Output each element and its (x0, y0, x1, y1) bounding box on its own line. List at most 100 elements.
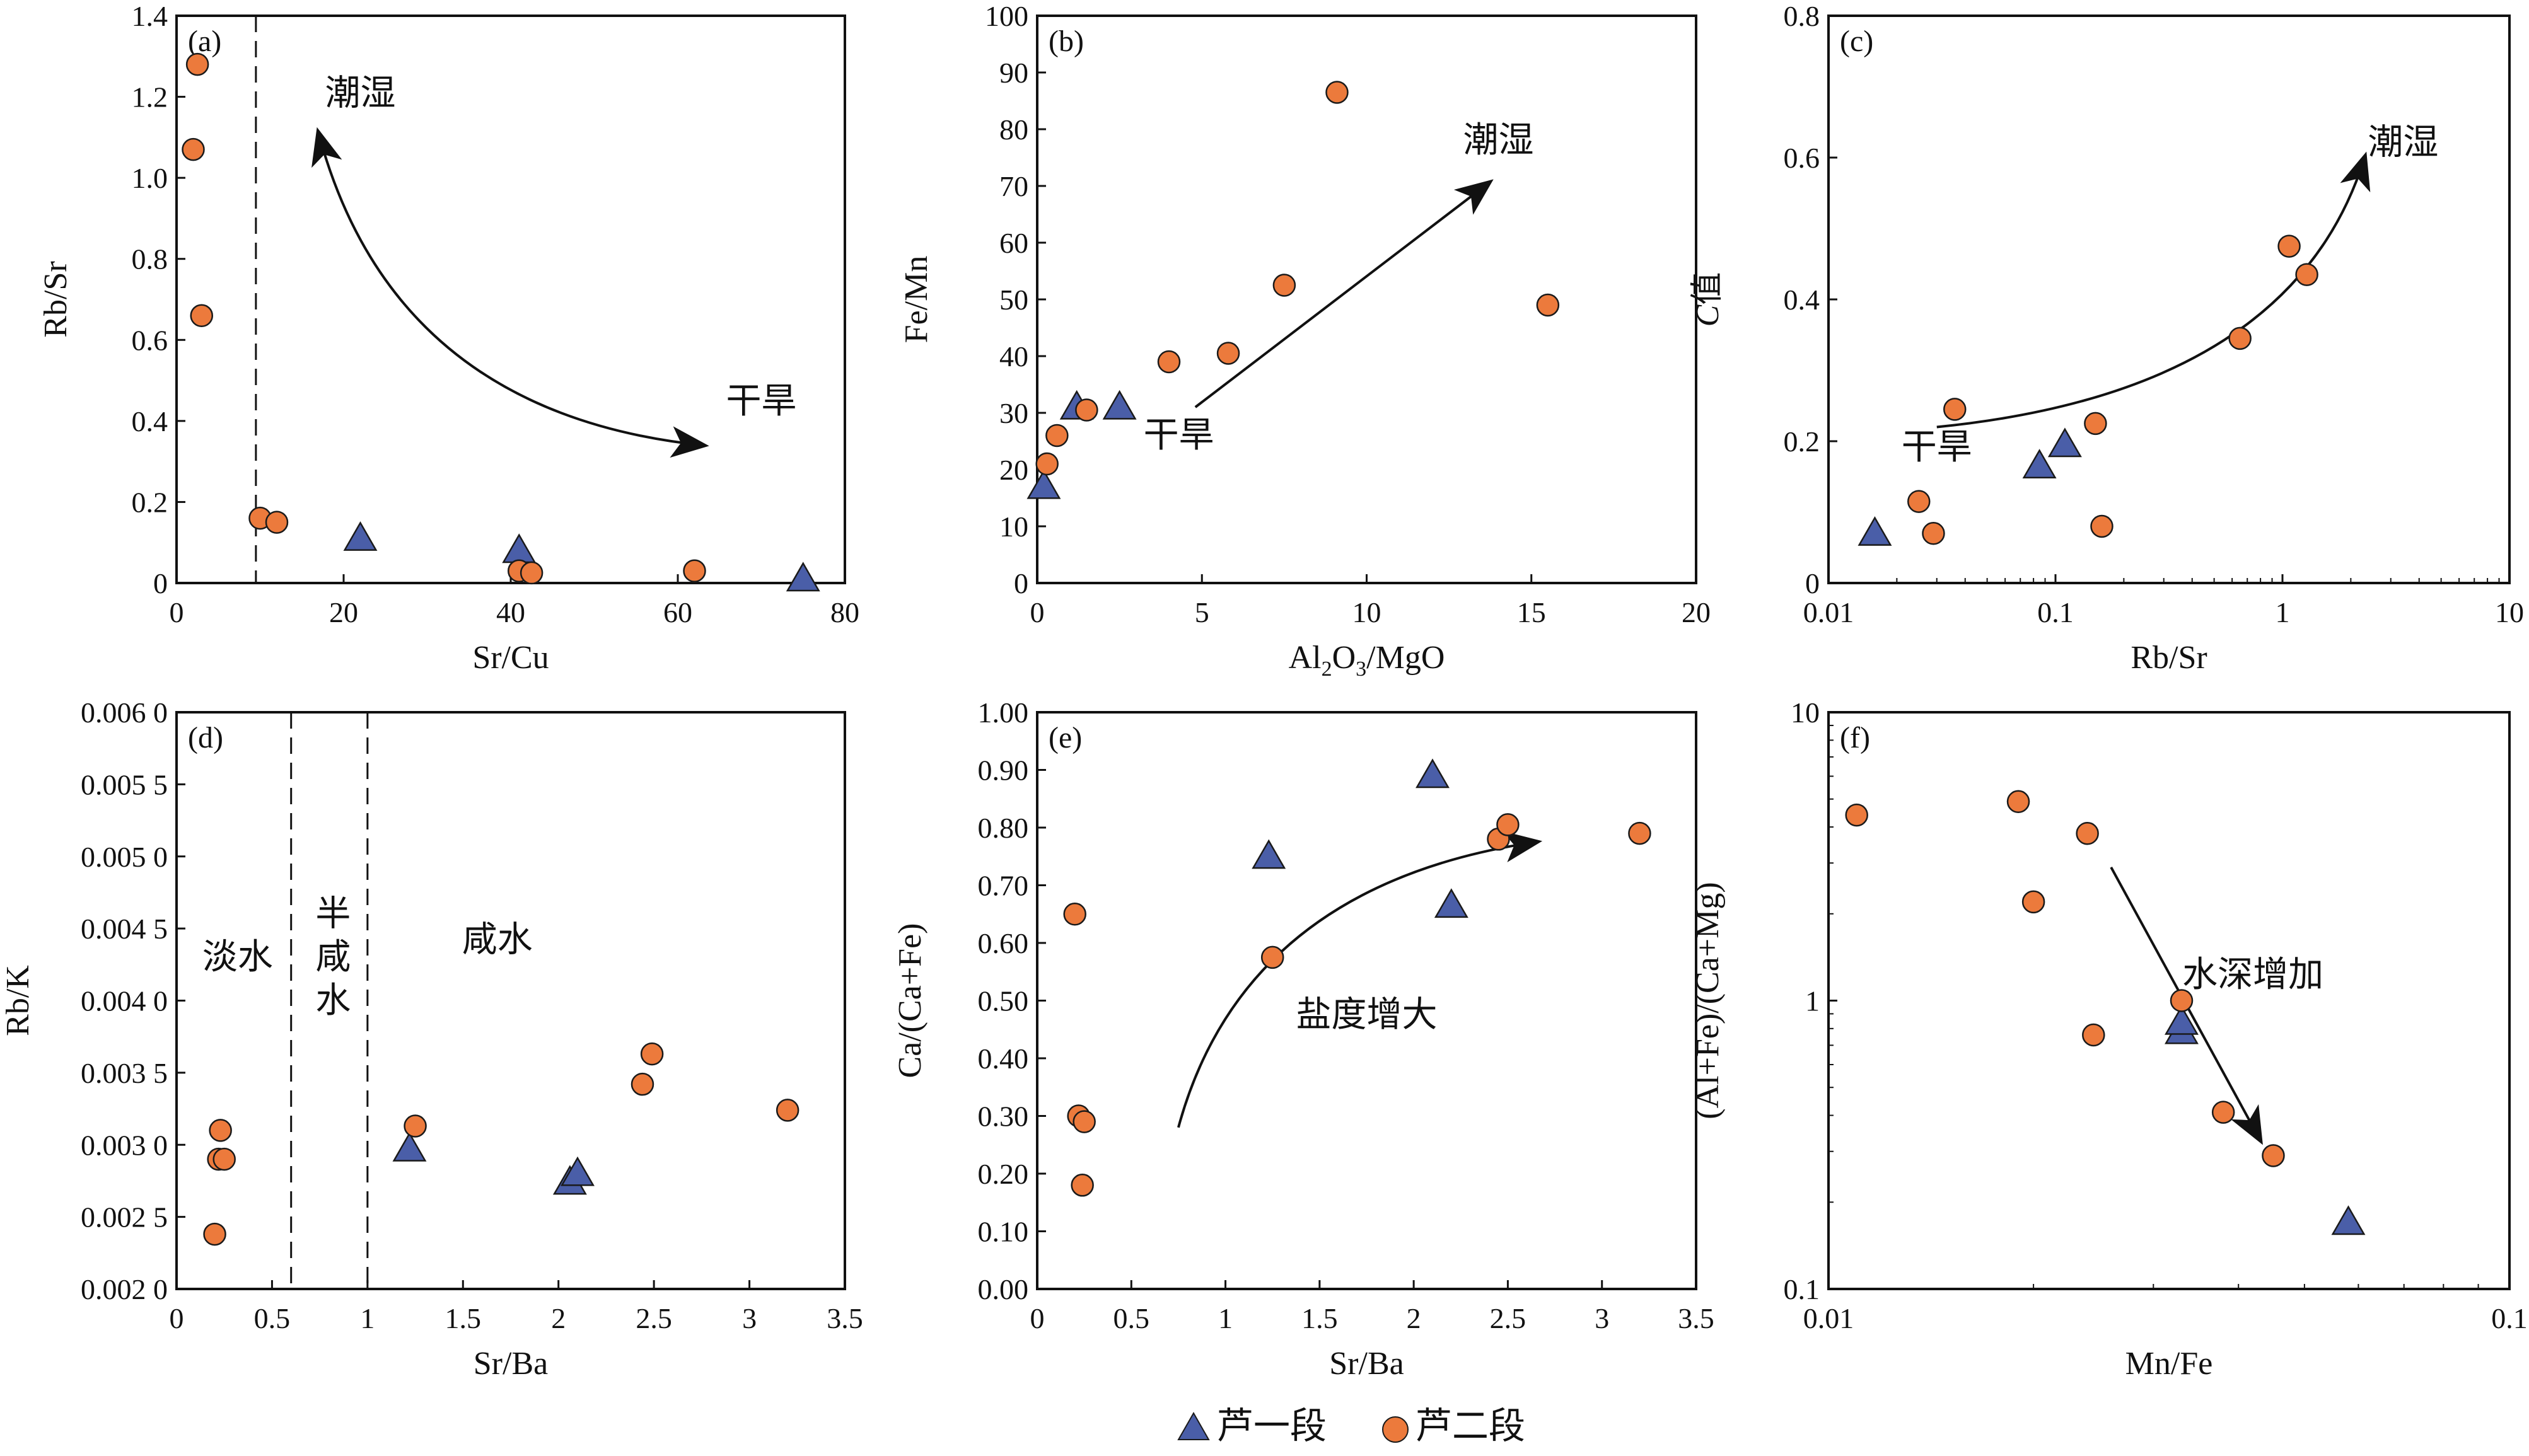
legend-label-s2: 芦二段 (1416, 1404, 1525, 1447)
panel-d: 0 0.5 1 1.5 2 2.5 3 3.5 0.002 0 0.002 5 0.003 0 0.0… (0, 696, 863, 1382)
y-tick-label: 1.4 (132, 0, 168, 32)
panel-e: 0 0.5 1 1.5 2 2.5 3 3.5 0.00 0.10 0.20 0.30 0.40 0.50… (892, 696, 1714, 1382)
x-tick-label: 2 (551, 1302, 566, 1334)
panel-label: (d) (188, 721, 223, 754)
data-point-s2 (1922, 522, 1945, 545)
y-tick-label: 100 (985, 0, 1028, 32)
data-point-s1 (1416, 758, 1450, 789)
y-tick-label: 0.005 5 (81, 768, 168, 800)
x-axis-label: Sr/Ba (1329, 1346, 1404, 1382)
y-tick-label: 0.004 0 (81, 985, 168, 1017)
data-point-s2 (2295, 263, 2318, 286)
data-point-s2 (1063, 903, 1086, 926)
x-tick-label: 20 (1682, 596, 1711, 628)
data-point-s2 (1325, 81, 1349, 104)
data-point-s2 (2021, 890, 2045, 914)
x-tick-label: 20 (329, 596, 358, 628)
data-point-s2 (1035, 452, 1059, 476)
data-point-s1 (1434, 888, 1468, 918)
data-point-s2 (1628, 821, 1651, 845)
y-axis-label: Rb/Sr (38, 261, 74, 337)
y-tick-label: 60 (999, 227, 1028, 259)
data-point-s2 (182, 137, 205, 161)
data-point-s2 (2076, 821, 2099, 845)
y-tick-label: 20 (999, 454, 1028, 486)
y-tick-label: 0.6 (1784, 142, 1820, 174)
data-point-s1 (561, 1156, 595, 1186)
annotation-label: 潮湿 (325, 72, 396, 113)
data-point-s2 (2277, 234, 2301, 258)
panel-label: (e) (1049, 721, 1082, 754)
y-tick-label: 0.8 (132, 243, 168, 275)
x-axis-label: Al2O3/MgO (1289, 640, 1445, 681)
data-point-s1 (786, 562, 820, 592)
legend-marker-s1 (1177, 1411, 1210, 1440)
data-point-s2 (2262, 1144, 2285, 1167)
y-axis-label: Fe/Mn (898, 256, 934, 344)
y-tick-label: 0.4 (1784, 284, 1820, 316)
plot-frame (175, 14, 846, 584)
data-point-s2 (776, 1099, 799, 1122)
legend: 芦一段 芦二段 (1177, 1404, 1525, 1447)
y-tick-label: 50 (999, 284, 1028, 316)
x-tick-label: 1.5 (1301, 1302, 1338, 1334)
y-tick-label: 1.2 (132, 81, 168, 113)
data-point-s2 (1907, 490, 1931, 513)
data-point-s2 (1075, 398, 1098, 422)
annotation-label: 咸 (315, 937, 351, 978)
x-tick-label: 10 (1352, 596, 1381, 628)
data-point-s2 (1536, 293, 1560, 317)
y-tick-label: 90 (999, 57, 1028, 89)
data-point-s2 (2228, 326, 2252, 350)
data-point-s2 (212, 1147, 236, 1171)
y-tick-label: 1.0 (132, 162, 168, 194)
y-axis-label: C值 (1689, 272, 1726, 327)
data-point-s2 (640, 1042, 664, 1066)
x-axis-label: Mn/Fe (2125, 1346, 2213, 1382)
x-tick-label: 0.5 (1113, 1302, 1150, 1334)
annotation-label: 水 (315, 980, 351, 1021)
data-point-s1 (392, 1131, 427, 1162)
x-tick-label: 0.5 (254, 1302, 291, 1334)
x-tick-label: 15 (1517, 596, 1546, 628)
data-point-s1 (1252, 839, 1286, 869)
data-point-s2 (1157, 350, 1181, 374)
data-point-s2 (1216, 342, 1240, 365)
y-tick-label: 0 (1014, 567, 1028, 599)
y-tick-label: 0.003 0 (81, 1129, 168, 1161)
x-tick-label: 2 (1407, 1302, 1421, 1334)
data-point-s1 (1102, 390, 1137, 420)
y-tick-label: 0.50 (978, 985, 1029, 1017)
annotation-label: 潮湿 (1463, 120, 1534, 161)
panel-label: (b) (1049, 25, 1084, 58)
trend-arrow (1194, 179, 1494, 408)
x-tick-label: 1 (1218, 1302, 1233, 1334)
x-tick-label: 1.5 (445, 1302, 482, 1334)
y-tick-label: 0.00 (978, 1273, 1029, 1305)
x-tick-label: 3.5 (827, 1302, 863, 1334)
data-point-s2 (265, 511, 289, 534)
panel-a: 0 20 40 60 80 0 0.2 0.4 0.6 0.8 1.0 1.2 1.4 Sr/Cu Rb/S… (38, 0, 859, 676)
data-point-s2 (190, 304, 213, 327)
y-tick-label: 0.4 (132, 405, 168, 437)
x-axis-label: Sr/Ba (474, 1346, 548, 1382)
y-tick-label: 0.40 (978, 1043, 1029, 1075)
legend-marker-s2 (1382, 1416, 1409, 1443)
y-tick-label: 70 (999, 170, 1028, 202)
x-tick-label: 80 (830, 596, 859, 628)
y-tick-label: 80 (999, 113, 1028, 146)
data-point-s1 (2022, 449, 2057, 479)
x-tick-label: 1 (360, 1302, 375, 1334)
y-tick-label: 0.004 5 (81, 913, 168, 945)
y-tick-label: 0.006 0 (81, 696, 168, 729)
y-tick-label: 0.2 (1784, 425, 1820, 458)
plot-frame (1036, 14, 1697, 584)
trend-arrow (1936, 151, 2371, 429)
annotation-label: 水深增加 (2182, 954, 2323, 995)
y-tick-label: 0.002 5 (81, 1201, 168, 1234)
x-tick-label: 0 (1030, 1302, 1045, 1334)
x-tick-label: 0.1 (2491, 1302, 2528, 1334)
data-point-s2 (2090, 514, 2113, 538)
